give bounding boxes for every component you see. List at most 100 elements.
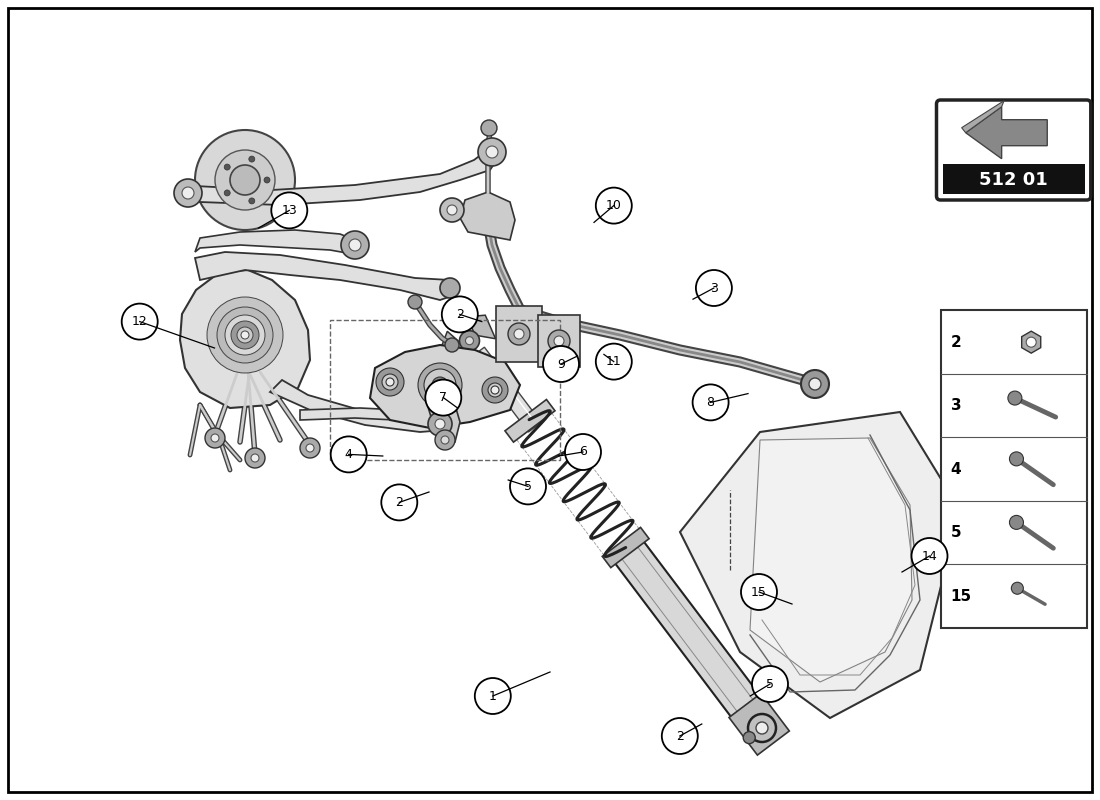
- Polygon shape: [270, 380, 446, 432]
- Polygon shape: [300, 408, 440, 428]
- Circle shape: [434, 430, 455, 450]
- Circle shape: [386, 378, 394, 386]
- Text: 6: 6: [579, 446, 587, 458]
- Text: 2: 2: [395, 496, 404, 509]
- Circle shape: [475, 678, 510, 714]
- Text: 15: 15: [751, 586, 767, 598]
- Circle shape: [478, 138, 506, 166]
- FancyBboxPatch shape: [943, 164, 1085, 194]
- Circle shape: [272, 192, 307, 229]
- Text: 5: 5: [524, 480, 532, 493]
- FancyBboxPatch shape: [936, 100, 1091, 200]
- Text: 2: 2: [675, 730, 684, 742]
- Circle shape: [596, 188, 631, 223]
- Text: 512 01: 512 01: [979, 171, 1048, 189]
- Circle shape: [349, 239, 361, 251]
- Circle shape: [744, 732, 756, 744]
- Polygon shape: [603, 527, 649, 568]
- Circle shape: [182, 187, 194, 199]
- Text: 5: 5: [950, 526, 961, 540]
- Bar: [330, 320, 560, 460]
- Circle shape: [446, 338, 459, 352]
- Text: 4: 4: [950, 462, 961, 477]
- Text: 2: 2: [950, 334, 961, 350]
- Circle shape: [195, 130, 295, 230]
- Circle shape: [241, 331, 249, 339]
- Circle shape: [514, 329, 524, 339]
- Circle shape: [205, 428, 225, 448]
- Text: 7: 7: [439, 391, 448, 404]
- Circle shape: [508, 323, 530, 345]
- Text: 11: 11: [606, 355, 621, 368]
- Circle shape: [440, 278, 460, 298]
- Circle shape: [1010, 452, 1023, 466]
- Bar: [940, 310, 1087, 628]
- Circle shape: [482, 377, 508, 403]
- Polygon shape: [680, 412, 960, 718]
- Circle shape: [226, 315, 265, 355]
- Circle shape: [428, 412, 452, 436]
- Circle shape: [245, 448, 265, 468]
- Circle shape: [693, 384, 728, 421]
- Circle shape: [808, 378, 821, 390]
- Circle shape: [491, 386, 499, 394]
- Circle shape: [251, 454, 258, 462]
- Circle shape: [430, 415, 450, 435]
- Circle shape: [432, 377, 448, 393]
- Polygon shape: [729, 694, 790, 755]
- Text: 10: 10: [606, 199, 621, 212]
- Text: 1: 1: [488, 690, 497, 702]
- Circle shape: [249, 198, 255, 204]
- Circle shape: [741, 574, 777, 610]
- Circle shape: [249, 156, 255, 162]
- Circle shape: [488, 383, 502, 397]
- Polygon shape: [966, 106, 1047, 158]
- Polygon shape: [460, 192, 515, 240]
- Circle shape: [418, 363, 462, 407]
- Circle shape: [1026, 337, 1036, 347]
- Circle shape: [424, 369, 456, 401]
- Circle shape: [662, 718, 697, 754]
- Text: 12: 12: [132, 315, 147, 328]
- Polygon shape: [961, 101, 1004, 133]
- Polygon shape: [180, 270, 310, 408]
- Polygon shape: [178, 148, 501, 205]
- Circle shape: [331, 437, 366, 472]
- Circle shape: [442, 297, 477, 333]
- Polygon shape: [370, 345, 520, 428]
- Circle shape: [382, 484, 417, 520]
- Circle shape: [548, 330, 570, 352]
- Circle shape: [408, 295, 422, 309]
- Circle shape: [465, 337, 473, 345]
- Polygon shape: [428, 405, 460, 445]
- Circle shape: [236, 327, 253, 343]
- Circle shape: [440, 198, 464, 222]
- Polygon shape: [1022, 331, 1041, 353]
- Circle shape: [434, 419, 446, 429]
- Text: 4: 4: [344, 448, 353, 461]
- Circle shape: [510, 468, 546, 504]
- Polygon shape: [750, 438, 912, 682]
- Circle shape: [565, 434, 601, 470]
- Text: 14: 14: [922, 550, 937, 562]
- Polygon shape: [472, 347, 541, 432]
- Circle shape: [801, 370, 829, 398]
- Circle shape: [376, 368, 404, 396]
- Text: 8: 8: [706, 396, 715, 409]
- Circle shape: [447, 205, 456, 215]
- Circle shape: [596, 344, 631, 379]
- Circle shape: [230, 165, 260, 195]
- Circle shape: [382, 374, 398, 390]
- Text: 3: 3: [950, 398, 961, 413]
- Circle shape: [217, 307, 273, 363]
- Circle shape: [214, 150, 275, 210]
- Circle shape: [211, 434, 219, 442]
- Text: 5: 5: [766, 678, 774, 690]
- Circle shape: [426, 380, 461, 416]
- Circle shape: [460, 330, 480, 350]
- Circle shape: [554, 336, 564, 346]
- Polygon shape: [195, 252, 455, 300]
- Text: 13: 13: [282, 204, 297, 217]
- FancyBboxPatch shape: [496, 306, 542, 362]
- Polygon shape: [505, 399, 556, 442]
